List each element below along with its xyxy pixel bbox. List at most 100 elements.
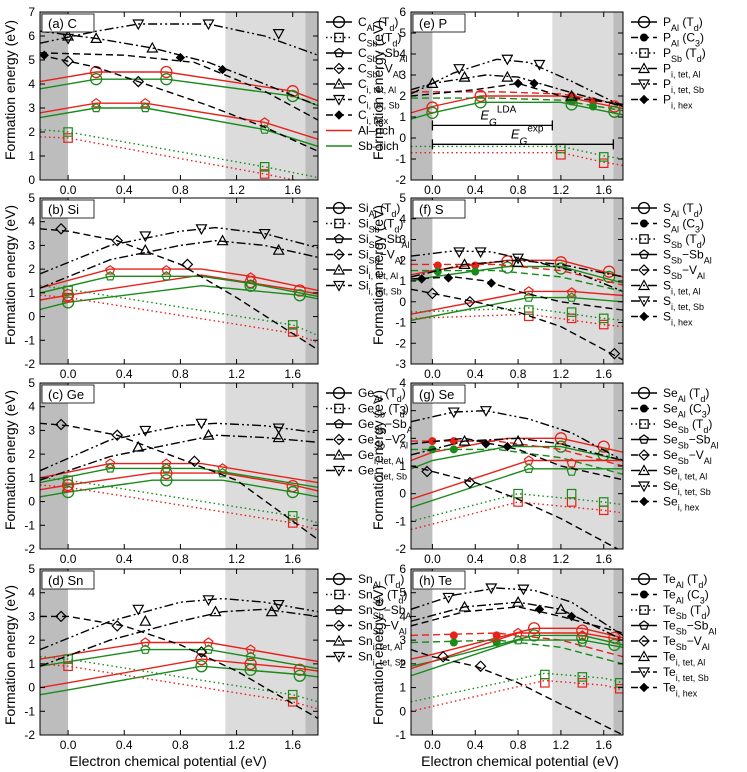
ytick-label: 3: [399, 233, 406, 247]
data-point: [245, 272, 256, 282]
legend-label: Sii, tet, Al: [358, 263, 398, 281]
series-line: [411, 440, 623, 467]
data-point: [132, 75, 145, 88]
data-point: [245, 644, 256, 654]
data-point: [598, 158, 609, 168]
legend-marker: [637, 667, 651, 679]
series-line: [411, 263, 623, 286]
xtick-label: 1.6: [595, 367, 612, 381]
legend-label: CSb (Td): [358, 31, 401, 49]
series-layer: [411, 406, 623, 549]
data-point: [442, 592, 455, 604]
xtick-label: 1.6: [284, 552, 301, 566]
legend-marker: [333, 418, 345, 429]
data-point: [55, 222, 67, 235]
xtick-label: 1.6: [284, 738, 301, 752]
data-point: [481, 439, 491, 449]
legend-marker: [637, 201, 651, 215]
legend-label: PSb (Td): [663, 46, 706, 64]
shade-band: [40, 569, 69, 735]
legend-marker: [639, 48, 649, 58]
ytick-label: 4: [399, 47, 406, 61]
data-point: [286, 485, 299, 499]
data-point: [458, 600, 471, 612]
ytick-label: 1: [28, 471, 35, 485]
series-line: [411, 307, 623, 322]
data-point: [453, 247, 466, 259]
series-layer: [40, 222, 318, 351]
data-point: [132, 604, 145, 616]
data-point: [474, 660, 487, 673]
panels-layer: 0 1 2 3 4 5 6 7 0.0 0.4 0.8 1.2 1.6 (a) C CAl (Td)CSb …: [24, 5, 718, 752]
series-line: [411, 437, 623, 481]
data-point: [90, 73, 103, 86]
series-line: [40, 71, 318, 102]
legend-label: Sni, tet, Al: [358, 634, 402, 652]
data-point: [105, 458, 116, 468]
data-point: [464, 476, 476, 489]
xlabel-right: Electron chemical potential (eV): [421, 753, 619, 769]
shade-band: [305, 383, 318, 549]
data-point: [517, 584, 530, 596]
legend-label: SiSb−SbAl: [358, 232, 409, 250]
legend-label: SiAl (Td): [358, 201, 400, 219]
legend-label: Ci, hex: [358, 108, 389, 126]
data-point: [589, 102, 598, 111]
xtick-label: 1.2: [553, 552, 570, 566]
series-line: [411, 648, 623, 735]
ytick-label: -2: [395, 336, 406, 350]
series-line: [411, 269, 623, 293]
data-point: [449, 445, 458, 454]
legend-label: SnSb (Td): [358, 588, 407, 606]
ytick-label: 1: [399, 681, 406, 695]
panel-title-box: [41, 384, 95, 404]
data-point: [105, 463, 116, 473]
legend-label: SeAl (C3): [663, 402, 711, 420]
xtick-label: 0.0: [424, 183, 441, 197]
ytick-label: 1: [399, 274, 406, 288]
xtick-label: 0.0: [424, 552, 441, 566]
series-line: [40, 294, 318, 344]
legend-label: SeAl (Td): [663, 386, 709, 404]
ytick-label: 5: [28, 53, 35, 67]
series-line: [411, 296, 623, 322]
shade-band: [411, 383, 433, 549]
series-line: [411, 290, 623, 315]
series-line: [411, 634, 623, 667]
data-point: [598, 152, 609, 162]
data-point: [474, 247, 487, 259]
xtick-label: 0.8: [510, 367, 527, 381]
data-point: [598, 319, 609, 330]
axes-frame: [39, 197, 319, 365]
data-point: [146, 41, 159, 53]
data-point: [203, 644, 214, 654]
panel-title-box: [412, 199, 466, 219]
series-line: [411, 58, 623, 108]
legend-label: Si, hex: [663, 310, 693, 328]
data-point: [554, 432, 568, 445]
legend-marker: [637, 650, 651, 662]
legend-label: SSb (Td): [663, 232, 706, 250]
data-point: [265, 605, 278, 617]
data-point: [502, 441, 513, 452]
legend-marker: [637, 464, 651, 476]
ytick-label: 2: [399, 657, 406, 671]
data-point: [287, 518, 298, 528]
data-point: [63, 133, 73, 143]
data-point: [540, 669, 550, 680]
data-point: [217, 467, 228, 478]
ylabel-right-2: Formation energy (eV): [370, 205, 386, 345]
shade-band: [225, 383, 306, 549]
data-point: [614, 683, 623, 694]
legend-label: SSb−VAl: [663, 263, 705, 281]
data-point: [203, 637, 214, 647]
xtick-label: 0.0: [60, 552, 77, 566]
data-point: [195, 652, 208, 666]
legend-label: SAl (C3): [663, 217, 704, 235]
legend-marker: [332, 280, 346, 292]
ytick-label: 2: [399, 89, 406, 103]
series-line: [411, 601, 623, 641]
data-point: [161, 458, 172, 468]
panel-title-box: [412, 384, 466, 404]
